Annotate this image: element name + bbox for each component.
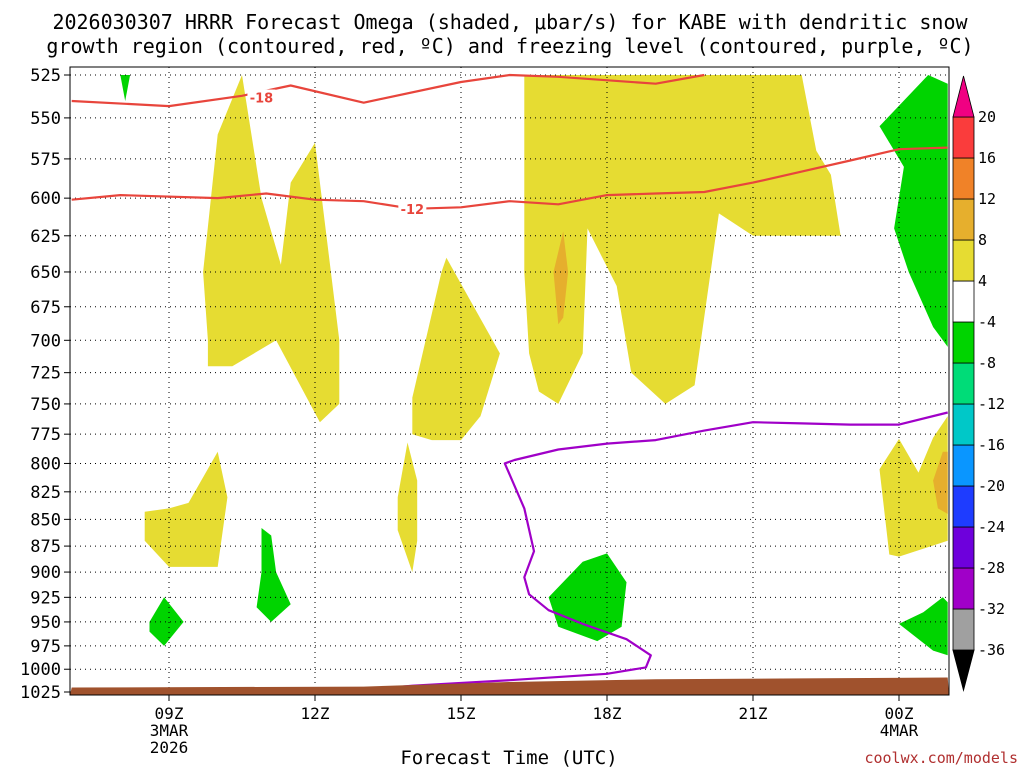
contours: -18 -12 <box>71 73 948 689</box>
x-tick-label: 09Z <box>155 704 184 723</box>
ground-fill <box>70 677 949 695</box>
contour-0 <box>392 411 948 689</box>
x-tick-label: 12Z <box>301 704 330 723</box>
colorbar-swatch <box>952 198 975 241</box>
colorbar-label: -24 <box>978 518 1005 536</box>
colorbar-label: -36 <box>978 641 1005 659</box>
x-tick-label: 15Z <box>447 704 476 723</box>
y-tick-label: 650 <box>30 263 61 283</box>
omega-region-6 <box>553 231 569 325</box>
y-tick-label: 925 <box>30 588 61 608</box>
omega-region-9 <box>899 597 948 656</box>
y-tick-label: 950 <box>30 613 61 633</box>
colorbar-label: -12 <box>978 395 1005 413</box>
colorbar-swatch <box>952 485 975 528</box>
y-tick-label: 825 <box>30 483 61 503</box>
contour--18 <box>71 73 705 108</box>
contour-label-bg <box>247 89 276 106</box>
y-tick-label: 575 <box>30 150 61 170</box>
contour-label-bg <box>398 200 427 217</box>
colorbar-label: -16 <box>978 436 1005 454</box>
y-tick-label: 1025 <box>20 683 61 703</box>
colorbar-label: -20 <box>978 477 1005 495</box>
colorbar-label: -8 <box>978 354 996 372</box>
y-tick-label: 700 <box>30 331 61 351</box>
y-tick-label: 625 <box>30 227 61 247</box>
omega-region-4 <box>397 442 418 573</box>
x-tick-date: 4MAR <box>880 721 919 740</box>
colorbar-swatch <box>952 526 975 569</box>
plot-frame <box>69 66 950 696</box>
y-tick-label: 600 <box>30 189 61 209</box>
colorbar-max-arrow <box>952 75 975 118</box>
colorbar-min-arrow <box>952 649 975 692</box>
credit-text: coolwx.com/models <box>864 749 1018 767</box>
omega-region-7 <box>933 451 948 514</box>
colorbar-label: -28 <box>978 559 1005 577</box>
chart-title-line1: 2026030307 HRRR Forecast Omega (shaded, … <box>52 10 968 34</box>
colorbar-label: -4 <box>978 313 996 331</box>
x-tick-label: 18Z <box>593 704 622 723</box>
colorbar-swatch <box>952 280 975 323</box>
colorbar-swatch <box>952 608 975 651</box>
x-tick-label: 21Z <box>739 704 768 723</box>
contour--12 <box>71 146 948 210</box>
colorbar: -36 -32 -28 -24 -20 -16 -12 -8 -4 4 8 12 16 20 <box>952 75 1005 692</box>
y-tick-label: 675 <box>30 298 61 318</box>
colorbar-label: 8 <box>978 231 987 249</box>
y-tick-label: 725 <box>30 364 61 384</box>
colorbar-label: 20 <box>978 108 996 126</box>
x-tick-label: 00Z <box>885 704 914 723</box>
y-tick-label: 875 <box>30 537 61 557</box>
y-tick-label: 1000 <box>20 660 61 680</box>
y-tick-label: 550 <box>30 109 61 129</box>
y-tick-label: 800 <box>30 454 61 474</box>
y-tick-label: 525 <box>30 66 61 86</box>
colorbar-swatch <box>952 116 975 159</box>
y-tick-label: 900 <box>30 563 61 583</box>
colorbar-swatch <box>952 403 975 446</box>
colorbar-swatch <box>952 444 975 487</box>
y-tick-label: 750 <box>30 395 61 415</box>
omega-region-1 <box>412 257 500 441</box>
colorbar-label: 4 <box>978 272 987 290</box>
y-tick-label: 775 <box>30 425 61 445</box>
omega-region-11 <box>256 528 291 622</box>
y-tick-label: 850 <box>30 510 61 530</box>
colorbar-swatch <box>952 567 975 610</box>
omega-region-13 <box>120 75 131 101</box>
y-axis: 525 550 575 600 625 650 675 700 725 750 775 800 825 8… <box>20 66 70 703</box>
colorbar-swatch <box>952 321 975 364</box>
omega-region-8 <box>879 75 948 347</box>
omega-region-0 <box>203 75 340 423</box>
y-tick-label: 975 <box>30 637 61 657</box>
omega-shading <box>120 75 948 656</box>
chart-title-line2: growth region (contoured, red, ºC) and f… <box>46 34 973 58</box>
x-tick-year: 2026 <box>150 738 189 757</box>
colorbar-swatch <box>952 157 975 200</box>
x-tick-date: 3MAR <box>150 721 189 740</box>
colorbar-label: -32 <box>978 600 1005 618</box>
ground-terrain <box>70 677 949 695</box>
omega-region-2 <box>524 75 841 404</box>
omega-region-12 <box>149 597 184 646</box>
contour-label: -18 <box>250 92 274 107</box>
colorbar-swatch <box>952 239 975 282</box>
x-axis-title: Forecast Time (UTC) <box>400 747 617 768</box>
omega-region-3 <box>144 451 228 567</box>
omega-region-5 <box>879 416 948 557</box>
colorbar-swatch <box>952 362 975 405</box>
contour-label: -12 <box>401 203 425 218</box>
colorbar-label: 16 <box>978 149 996 167</box>
colorbar-label: 12 <box>978 190 996 208</box>
